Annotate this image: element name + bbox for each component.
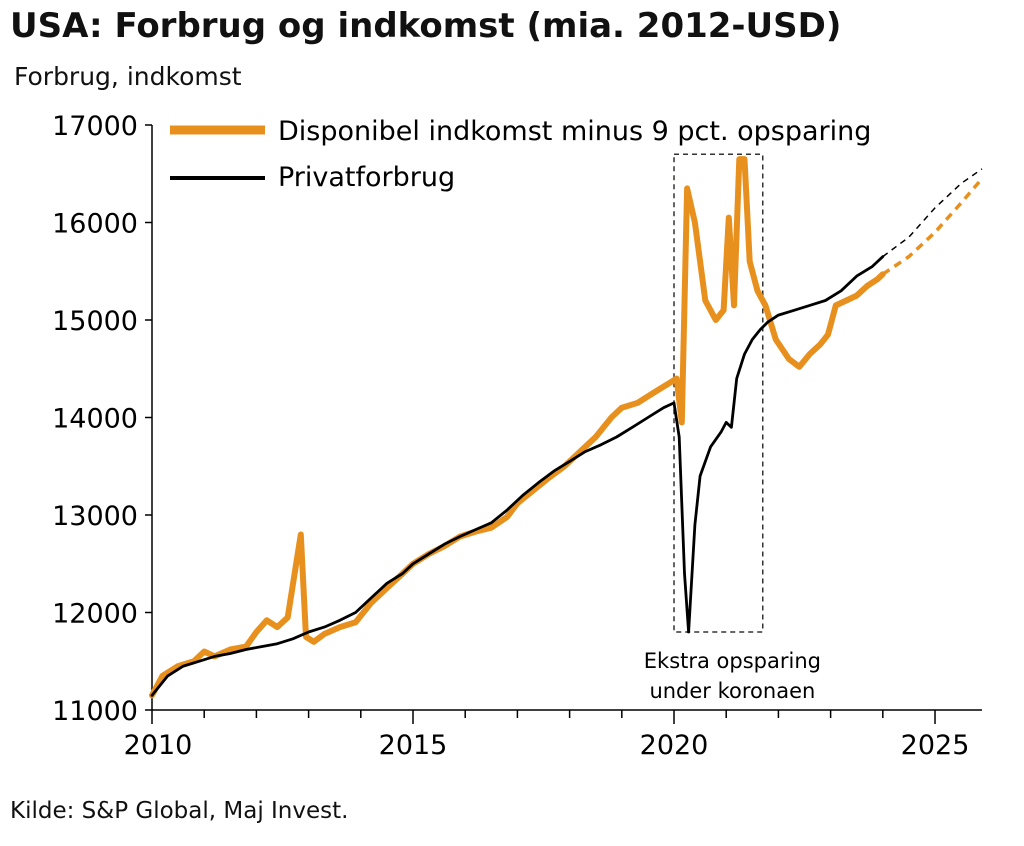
series-line-income — [149, 156, 886, 699]
annotation-text: under koronaen — [649, 679, 815, 703]
x-tick-label: 2025 — [901, 730, 970, 761]
y-tick-label: 16000 — [52, 209, 138, 240]
y-tick-label: 17000 — [52, 111, 138, 142]
x-tick-label: 2010 — [124, 730, 193, 761]
legend-label-consumption: Privatforbrug — [278, 162, 455, 193]
source-note: Kilde: S&P Global, Maj Invest. — [10, 798, 349, 824]
y-tick-label: 12000 — [52, 599, 138, 630]
series-forecast-income — [881, 177, 984, 276]
annotation-group: Ekstra opsparing under koronaen — [644, 153, 821, 703]
y-tick-label: 14000 — [52, 404, 138, 435]
y-axis-label: Forbrug, indkomst — [14, 62, 242, 91]
series-lines — [149, 156, 984, 699]
chart-title: USA: Forbrug og indkomst (mia. 2012-USD) — [10, 6, 842, 46]
y-tick-label: 13000 — [52, 501, 138, 532]
x-tick-label: 2020 — [640, 730, 709, 761]
annotation-box — [673, 153, 764, 633]
annotation-text: Ekstra opsparing — [644, 649, 821, 673]
x-tick-label: 2015 — [379, 730, 448, 761]
legend: Disponibel indkomst minus 9 pct. opspari… — [170, 116, 871, 193]
y-tick-label: 11000 — [52, 696, 138, 727]
series-forecast-consumption — [882, 168, 983, 258]
series-line-consumption — [150, 255, 885, 697]
y-tick-label: 15000 — [52, 306, 138, 337]
chart-axes: 11000 12000 13000 14000 15000 16000 17000 2010 2… — [52, 111, 982, 761]
legend-label-income: Disponibel indkomst minus 9 pct. opspari… — [278, 116, 871, 147]
